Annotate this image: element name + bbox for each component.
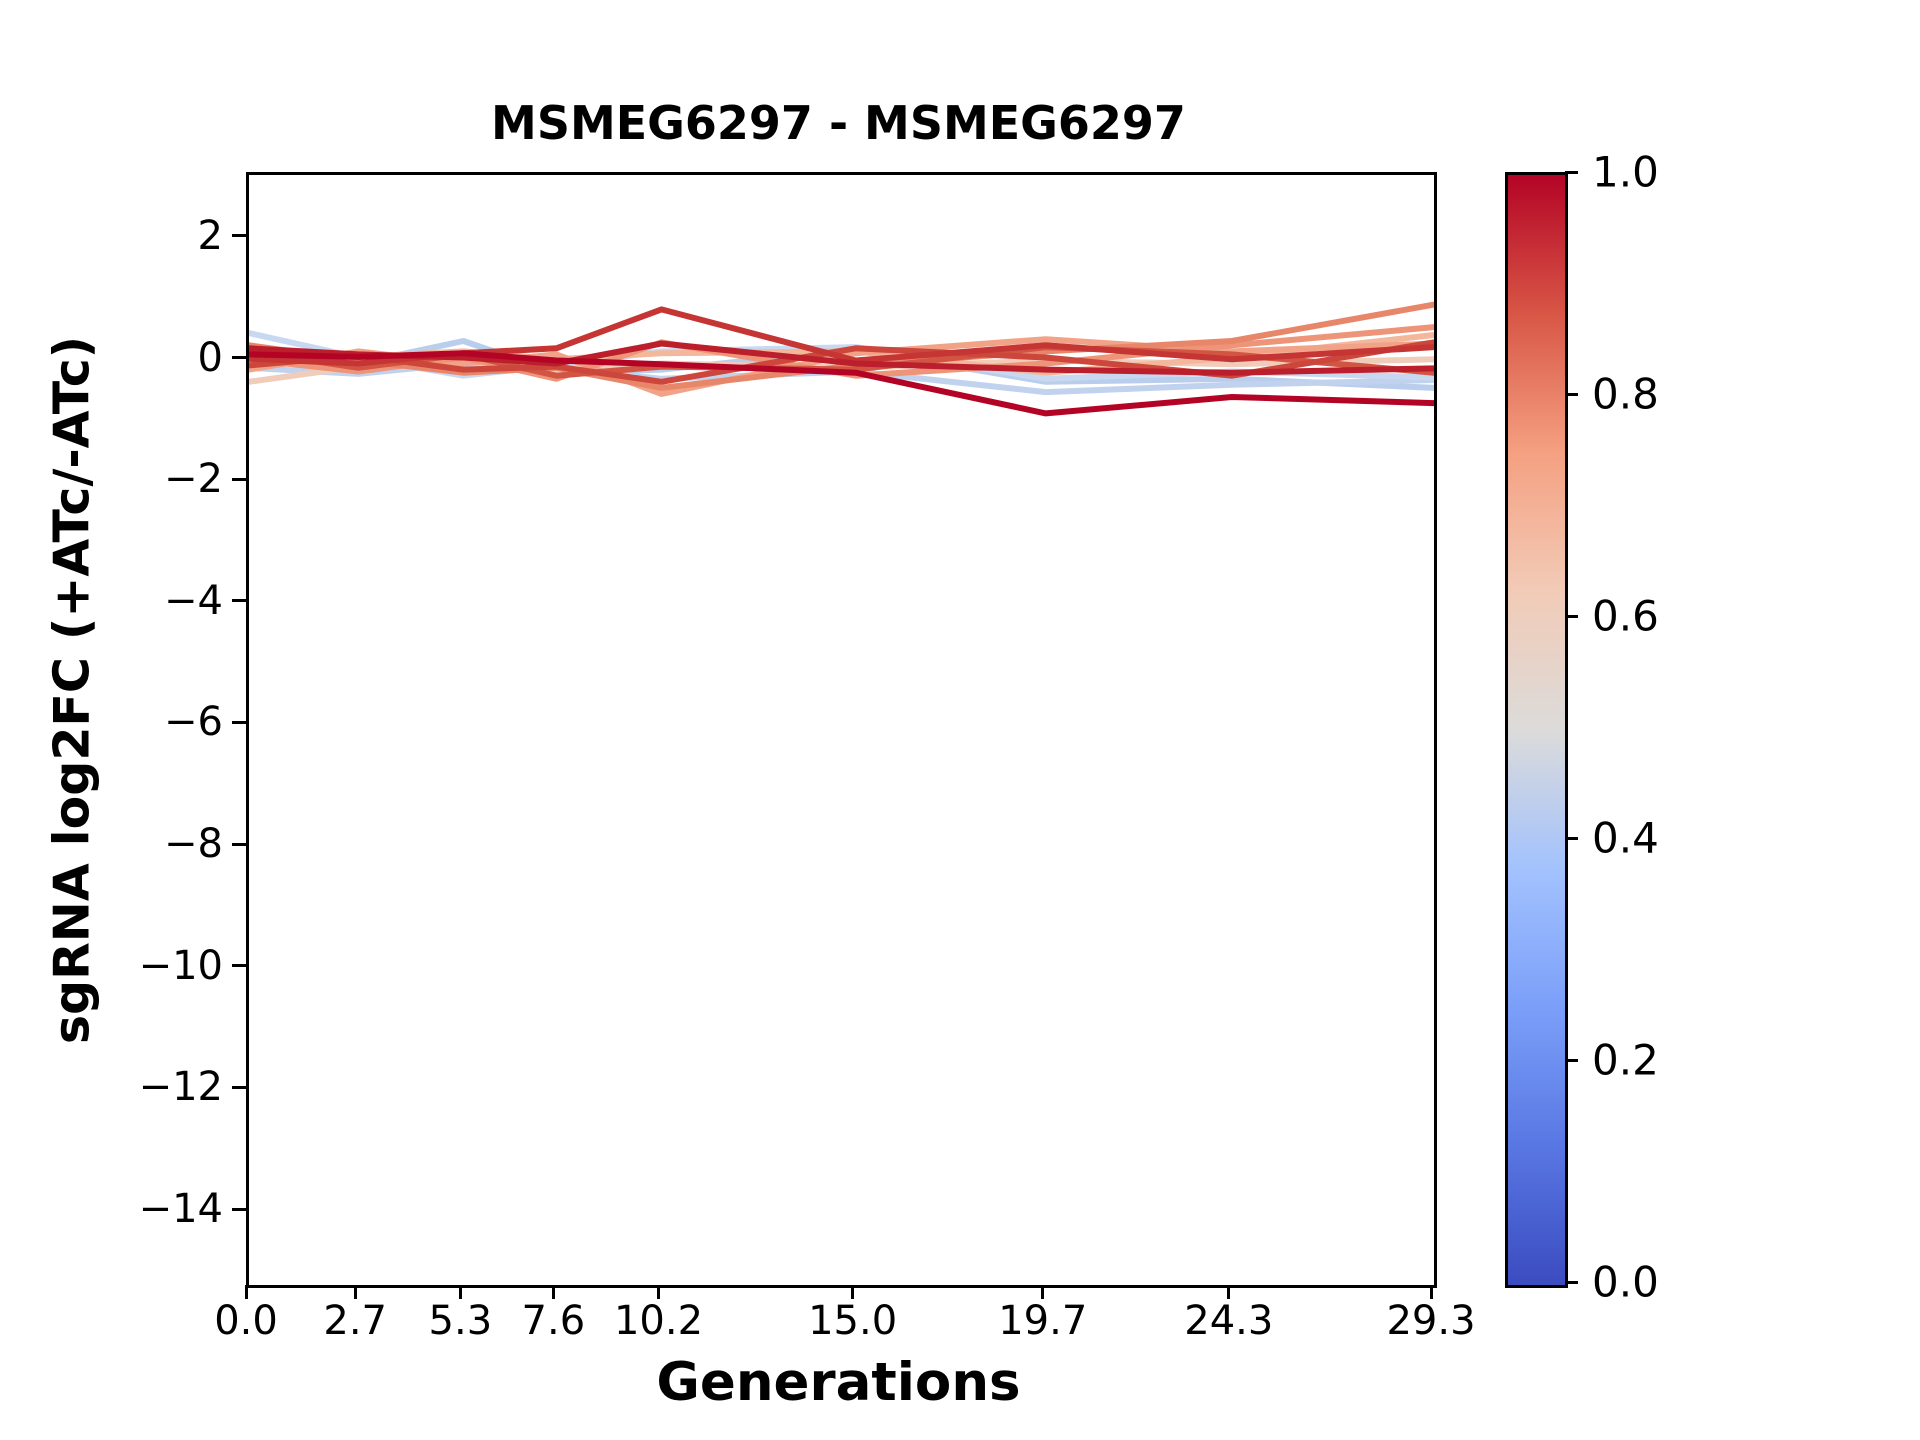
colorbar-tick-label: 0.6: [1592, 591, 1659, 641]
colorbar-tick-mark: [1565, 170, 1578, 174]
colorbar-tick-label: 0.0: [1592, 1257, 1659, 1307]
y-tick-mark: [232, 720, 246, 724]
x-tick-mark: [851, 1285, 855, 1299]
x-tick-label: 24.3: [1184, 1298, 1274, 1344]
x-tick-mark: [1227, 1285, 1231, 1299]
y-tick-mark: [232, 599, 246, 603]
x-tick-label: 10.2: [613, 1298, 704, 1344]
y-tick-label: −2: [164, 456, 223, 503]
colorbar-tick-label: 0.8: [1592, 369, 1659, 419]
chart-svg: [249, 301, 1434, 417]
colorbar: [1505, 172, 1568, 1288]
colorbar-tick-label: 1.0: [1592, 147, 1659, 197]
y-tick-mark: [232, 964, 246, 968]
x-tick-mark: [1041, 1285, 1045, 1299]
x-tick-mark: [353, 1285, 357, 1299]
y-tick-mark: [232, 1085, 246, 1089]
x-tick-mark: [657, 1285, 661, 1299]
x-tick-mark: [244, 1285, 248, 1299]
y-tick-mark: [232, 1207, 246, 1211]
y-tick-mark: [232, 234, 246, 238]
y-tick-label: −6: [164, 699, 223, 746]
y-tick-mark: [232, 477, 246, 481]
colorbar-gradient: [1508, 175, 1565, 1285]
y-tick-label: −4: [164, 577, 223, 624]
colorbar-tick-label: 0.2: [1592, 1035, 1659, 1085]
x-tick-mark: [1429, 1285, 1433, 1299]
colorbar-tick-mark: [1565, 836, 1578, 840]
y-tick-label: 2: [197, 212, 223, 259]
x-tick-mark: [458, 1285, 462, 1299]
y-axis-label: sgRNA log2FC (+ATc/-ATc): [43, 335, 101, 1045]
plot-area: [246, 172, 1437, 1288]
series-line-line-11: [249, 306, 1434, 367]
colorbar-tick-mark: [1565, 1058, 1578, 1062]
y-tick-label: −14: [138, 1186, 223, 1232]
colorbar-tick-mark: [1565, 614, 1578, 618]
colorbar-tick-mark: [1565, 392, 1578, 396]
x-tick-label: 15.0: [808, 1298, 898, 1344]
y-tick-mark: [232, 356, 246, 359]
y-tick-label: 0: [197, 334, 223, 381]
x-tick-mark: [551, 1285, 555, 1299]
x-axis-label: Generations: [656, 1352, 1021, 1413]
series-line-line-13: [249, 350, 1434, 417]
y-tick-label: −8: [164, 821, 223, 868]
x-tick-label: 2.7: [323, 1298, 387, 1344]
y-tick-label: −10: [138, 942, 223, 989]
colorbar-tick-mark: [1565, 1280, 1578, 1284]
chart-title: MSMEG6297 - MSMEG6297: [491, 96, 1186, 150]
x-tick-label: 29.3: [1386, 1298, 1476, 1344]
x-tick-label: 7.6: [521, 1298, 586, 1344]
x-tick-label: 5.3: [428, 1298, 493, 1344]
x-tick-label: 0.0: [214, 1298, 278, 1344]
y-tick-label: −12: [138, 1064, 223, 1111]
x-tick-label: 19.7: [998, 1298, 1088, 1344]
y-tick-mark: [232, 842, 246, 846]
colorbar-tick-label: 0.4: [1592, 813, 1659, 863]
